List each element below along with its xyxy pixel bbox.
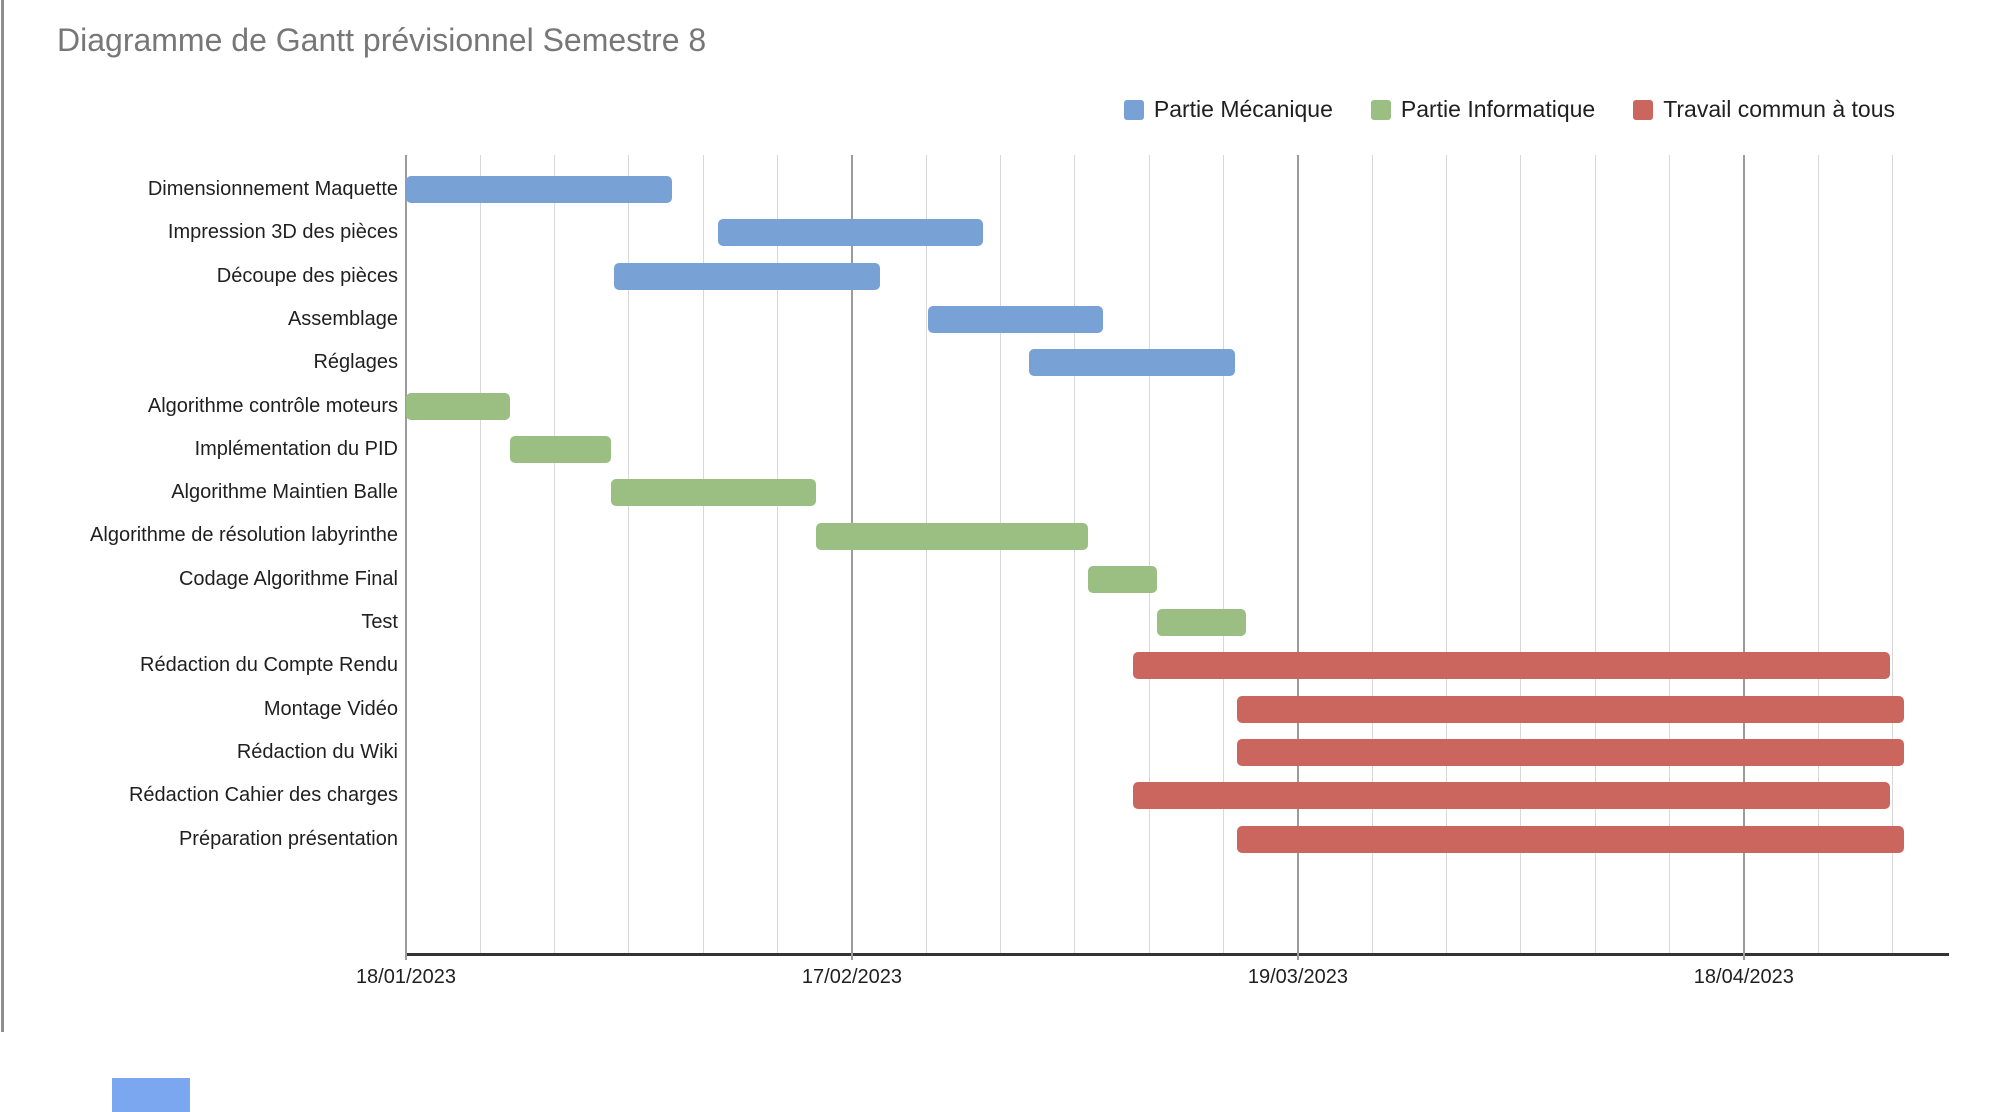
legend-label: Travail commun à tous: [1663, 96, 1895, 122]
minor-gridline: [925, 155, 927, 953]
task-label: Préparation présentation: [178, 827, 398, 850]
legend: Partie Mécanique Partie Informatique Trava…: [1123, 96, 1895, 123]
minor-gridline: [1892, 155, 1893, 953]
minor-gridline: [479, 155, 481, 953]
task-label: Rédaction du Wiki: [236, 740, 398, 763]
legend-item[interactable]: Travail commun à tous: [1633, 96, 1895, 123]
task-label: Dimensionnement Maquette: [147, 178, 398, 200]
minor-gridline: [1148, 155, 1150, 953]
x-axis-tick: [1742, 953, 1745, 960]
task-label: Découpe des pièces: [216, 264, 398, 287]
gantt-bar[interactable]: [1132, 782, 1890, 810]
x-axis-date-label: 18/01/2023: [355, 966, 457, 988]
minor-gridline: [1520, 155, 1522, 953]
gantt-bar[interactable]: [1156, 609, 1246, 637]
minor-gridline: [628, 155, 630, 953]
legend-item[interactable]: Partie Informatique: [1370, 96, 1596, 123]
task-label: Réglages: [313, 351, 398, 374]
minor-gridline: [777, 155, 779, 953]
x-axis-date-label: 18/04/2023: [1693, 966, 1794, 988]
x-axis-date-label: 17/02/2023: [801, 966, 902, 988]
gantt-bar[interactable]: [1028, 349, 1236, 377]
major-gridline: [1296, 155, 1299, 953]
task-label: Algorithme Maintien Balle: [171, 481, 398, 504]
task-label: Codage Algorithme Final: [178, 567, 398, 590]
task-label: Montage Vidéo: [263, 697, 398, 720]
legend-swatch: [1370, 99, 1391, 120]
legend-swatch: [1123, 99, 1144, 120]
legend-label: Partie Informatique: [1400, 96, 1596, 122]
major-gridline: [405, 155, 407, 953]
x-axis-date-label: 19/03/2023: [1247, 966, 1348, 988]
gantt-bar[interactable]: [510, 435, 612, 463]
chart-title: Diagramme de Gantt prévisionnel Semestre…: [57, 22, 707, 58]
minor-gridline: [1669, 155, 1671, 953]
minor-gridline: [1223, 155, 1225, 953]
gantt-bar[interactable]: [614, 262, 881, 290]
x-axis-tick: [850, 953, 853, 960]
gantt-bar[interactable]: [1236, 695, 1905, 723]
minor-gridline: [1446, 155, 1448, 953]
legend-swatch: [1633, 99, 1654, 120]
task-label: Test: [361, 611, 398, 633]
gantt-bar[interactable]: [1088, 565, 1157, 593]
minor-gridline: [1817, 155, 1819, 953]
task-label: Rédaction du Compte Rendu: [140, 654, 398, 677]
minor-gridline: [1074, 155, 1076, 953]
task-label: Assemblage: [287, 307, 398, 330]
gantt-bar[interactable]: [816, 522, 1089, 550]
gantt-bar[interactable]: [1132, 652, 1890, 680]
x-axis-tick: [405, 953, 407, 960]
task-label: Rédaction Cahier des charges: [128, 784, 398, 807]
minor-gridline: [1594, 155, 1596, 953]
background-cell-fragment: [112, 1078, 190, 1112]
gantt-bar[interactable]: [611, 479, 817, 507]
task-label: Algorithme contrôle moteurs: [147, 394, 398, 417]
legend-item[interactable]: Partie Mécanique: [1123, 96, 1333, 123]
task-label: Implémentation du PID: [194, 437, 398, 460]
gantt-bar[interactable]: [718, 219, 983, 247]
gantt-bar[interactable]: [406, 392, 511, 420]
major-gridline: [1742, 155, 1745, 953]
gantt-bar[interactable]: [1236, 825, 1905, 853]
minor-gridline: [1000, 155, 1002, 953]
major-gridline: [850, 155, 853, 953]
frame-left-border: [1, 0, 4, 1032]
task-label: Algorithme de résolution labyrinthe: [90, 524, 398, 547]
x-axis-line: [406, 953, 1949, 956]
gantt-bar[interactable]: [1236, 739, 1905, 767]
legend-label: Partie Mécanique: [1153, 96, 1333, 122]
gantt-bar[interactable]: [927, 306, 1104, 334]
minor-gridline: [1371, 155, 1373, 953]
gantt-bar[interactable]: [406, 176, 673, 204]
x-axis-tick: [1296, 953, 1299, 960]
minor-gridline: [554, 155, 556, 953]
task-label: Impression 3D des pièces: [167, 221, 398, 244]
minor-gridline: [702, 155, 704, 953]
